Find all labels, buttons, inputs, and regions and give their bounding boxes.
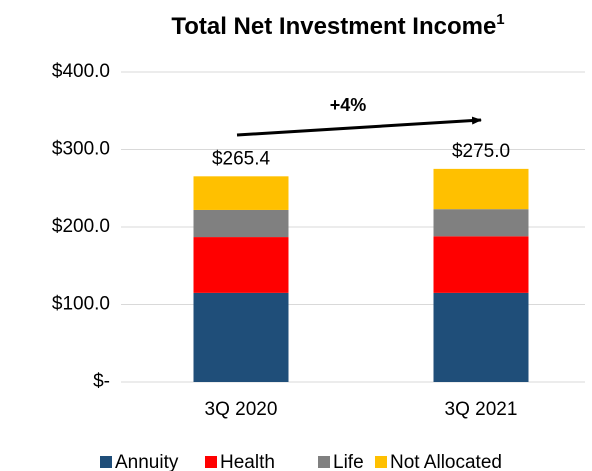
bar-segment bbox=[193, 292, 289, 382]
y-tick-label: $- bbox=[93, 371, 110, 392]
x-tick-label: 3Q 2021 bbox=[445, 399, 518, 420]
bar-segment bbox=[433, 292, 529, 382]
legend-swatch bbox=[205, 456, 217, 468]
legend-label: Annuity bbox=[115, 452, 179, 471]
bar-segment bbox=[433, 209, 529, 237]
bar-segment bbox=[433, 236, 529, 293]
bar-segment bbox=[193, 237, 289, 293]
legend-label: Not Allocated bbox=[390, 452, 502, 471]
bar-segment bbox=[433, 168, 529, 210]
bar-segment bbox=[193, 176, 289, 210]
y-tick-label: $300.0 bbox=[52, 139, 110, 160]
total-label: $265.4 bbox=[212, 148, 271, 169]
y-tick-label: $200.0 bbox=[52, 216, 110, 237]
x-tick-label: 3Q 2020 bbox=[205, 399, 278, 420]
legend-label: Health bbox=[220, 452, 275, 471]
growth-arrow bbox=[236, 116, 482, 137]
bar-segment bbox=[193, 209, 289, 238]
total-label: $275.0 bbox=[452, 141, 510, 162]
legend-swatch bbox=[100, 456, 112, 468]
legend-swatch bbox=[375, 456, 387, 468]
y-tick-label: $100.0 bbox=[52, 294, 110, 315]
title-text: Total Net Investment Income bbox=[171, 13, 496, 40]
legend-label: Life bbox=[333, 452, 364, 471]
y-tick-label: $400.0 bbox=[52, 61, 110, 82]
chart-title: Total Net Investment Income1 bbox=[171, 11, 504, 40]
annotation: +4% bbox=[330, 95, 367, 115]
legend-swatch bbox=[318, 456, 330, 468]
title-superscript: 1 bbox=[496, 11, 504, 28]
